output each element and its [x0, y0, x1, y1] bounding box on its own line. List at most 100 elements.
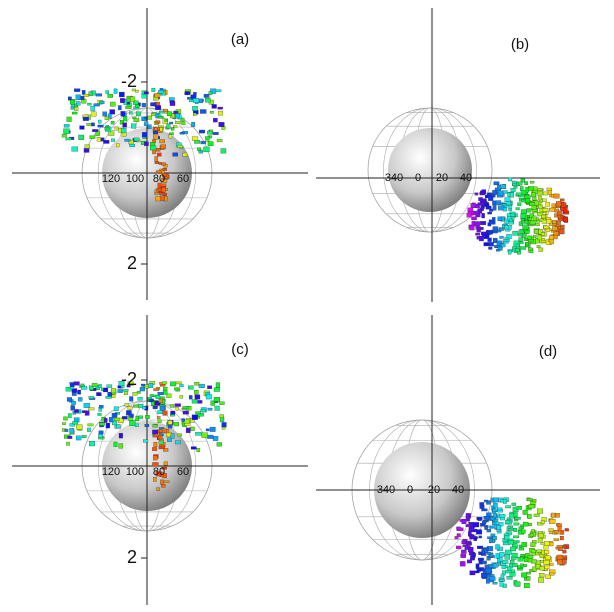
cloud-point	[206, 429, 209, 431]
cloud-point	[129, 144, 134, 147]
cloud-point	[505, 225, 509, 229]
cloud-point	[163, 109, 168, 111]
cloud-point	[513, 536, 519, 538]
cloud-point	[469, 527, 474, 532]
cloud-point	[538, 235, 542, 240]
cloud-point	[106, 423, 110, 428]
cloud-point	[174, 388, 178, 391]
cloud-point	[493, 582, 498, 584]
cloud-point	[523, 225, 529, 229]
cloud-point	[545, 566, 550, 569]
cloud-point	[530, 534, 533, 537]
cloud-point	[142, 94, 147, 98]
cloud-point	[125, 139, 131, 141]
cloud-point	[162, 382, 167, 385]
cloud-point	[126, 106, 132, 108]
cloud-point	[523, 510, 528, 514]
cloud-point	[97, 137, 101, 141]
cloud-point	[200, 410, 205, 412]
cloud-point	[532, 552, 536, 555]
cloud-point	[118, 106, 121, 110]
cloud-point	[69, 428, 73, 433]
longitude-label: 0	[407, 484, 413, 496]
cloud-point	[513, 231, 518, 235]
cloud-point	[524, 583, 529, 588]
cloud-point	[85, 411, 89, 416]
cloud-point	[539, 573, 544, 577]
axis-label: 2	[127, 547, 137, 567]
cloud-point	[519, 548, 524, 550]
cloud-point	[500, 228, 503, 230]
cloud-point	[155, 192, 159, 194]
cloud-point	[89, 441, 95, 446]
cloud-point	[92, 112, 97, 116]
cloud-point	[190, 427, 194, 431]
cloud-point	[476, 530, 482, 535]
longitude-label: 100	[126, 466, 144, 478]
cloud-point	[77, 390, 80, 394]
cloud-point	[138, 397, 143, 400]
cloud-point	[537, 509, 542, 514]
cloud-point	[158, 90, 163, 93]
cloud-point	[506, 571, 512, 573]
cloud-point	[489, 242, 494, 246]
cloud-point	[521, 573, 527, 577]
cloud-point	[528, 239, 534, 242]
cloud-point	[107, 385, 112, 388]
cloud-point	[502, 244, 506, 247]
cloud-point	[150, 394, 154, 396]
cloud-point	[106, 396, 112, 398]
cloud-point	[169, 135, 172, 138]
cloud-point	[195, 412, 200, 414]
cloud-point	[152, 430, 158, 434]
cloud-point	[149, 399, 154, 402]
cloud-point	[556, 224, 560, 226]
cloud-point	[482, 213, 485, 218]
cloud-point	[199, 130, 205, 133]
cloud-point	[114, 418, 119, 421]
cloud-point	[214, 388, 220, 392]
cloud-point	[552, 227, 557, 231]
cloud-point	[472, 553, 476, 556]
cloud-point	[152, 447, 157, 450]
cloud-point	[202, 433, 208, 438]
cloud-point	[99, 431, 103, 435]
longitude-label: 340	[385, 172, 403, 184]
cloud-point	[169, 98, 174, 101]
longitude-label: 20	[428, 484, 440, 496]
cloud-point	[493, 503, 497, 507]
cloud-point	[538, 578, 543, 583]
cloud-point	[521, 530, 525, 534]
cloud-point	[543, 208, 548, 211]
cloud-point	[108, 94, 113, 97]
cloud-point	[511, 557, 516, 560]
cloud-point	[174, 422, 179, 426]
cloud-point	[544, 545, 549, 549]
cloud-point	[550, 239, 554, 244]
cloud-point	[194, 382, 199, 385]
cloud-point	[153, 135, 158, 139]
cloud-point	[493, 564, 498, 567]
cloud-point	[537, 550, 542, 553]
cloud-point	[157, 188, 162, 191]
cloud-point	[121, 111, 126, 116]
cloud-point	[469, 535, 473, 539]
cloud-point	[483, 561, 486, 564]
cloud-point	[521, 210, 527, 214]
cloud-point	[493, 498, 498, 502]
cloud-point	[560, 536, 563, 540]
cloud-point	[94, 104, 100, 107]
cloud-point	[468, 208, 473, 212]
cloud-point	[222, 422, 227, 427]
cloud-point	[541, 542, 544, 544]
cloud-point	[161, 145, 166, 149]
cloud-point	[501, 185, 506, 189]
cloud-point	[204, 94, 209, 97]
cloud-point	[173, 125, 177, 127]
cloud-point	[519, 230, 525, 234]
cloud-point	[195, 432, 201, 435]
cloud-point	[110, 102, 115, 106]
cloud-point	[487, 552, 490, 555]
cloud-point	[161, 484, 165, 487]
cloud-point	[78, 135, 83, 140]
